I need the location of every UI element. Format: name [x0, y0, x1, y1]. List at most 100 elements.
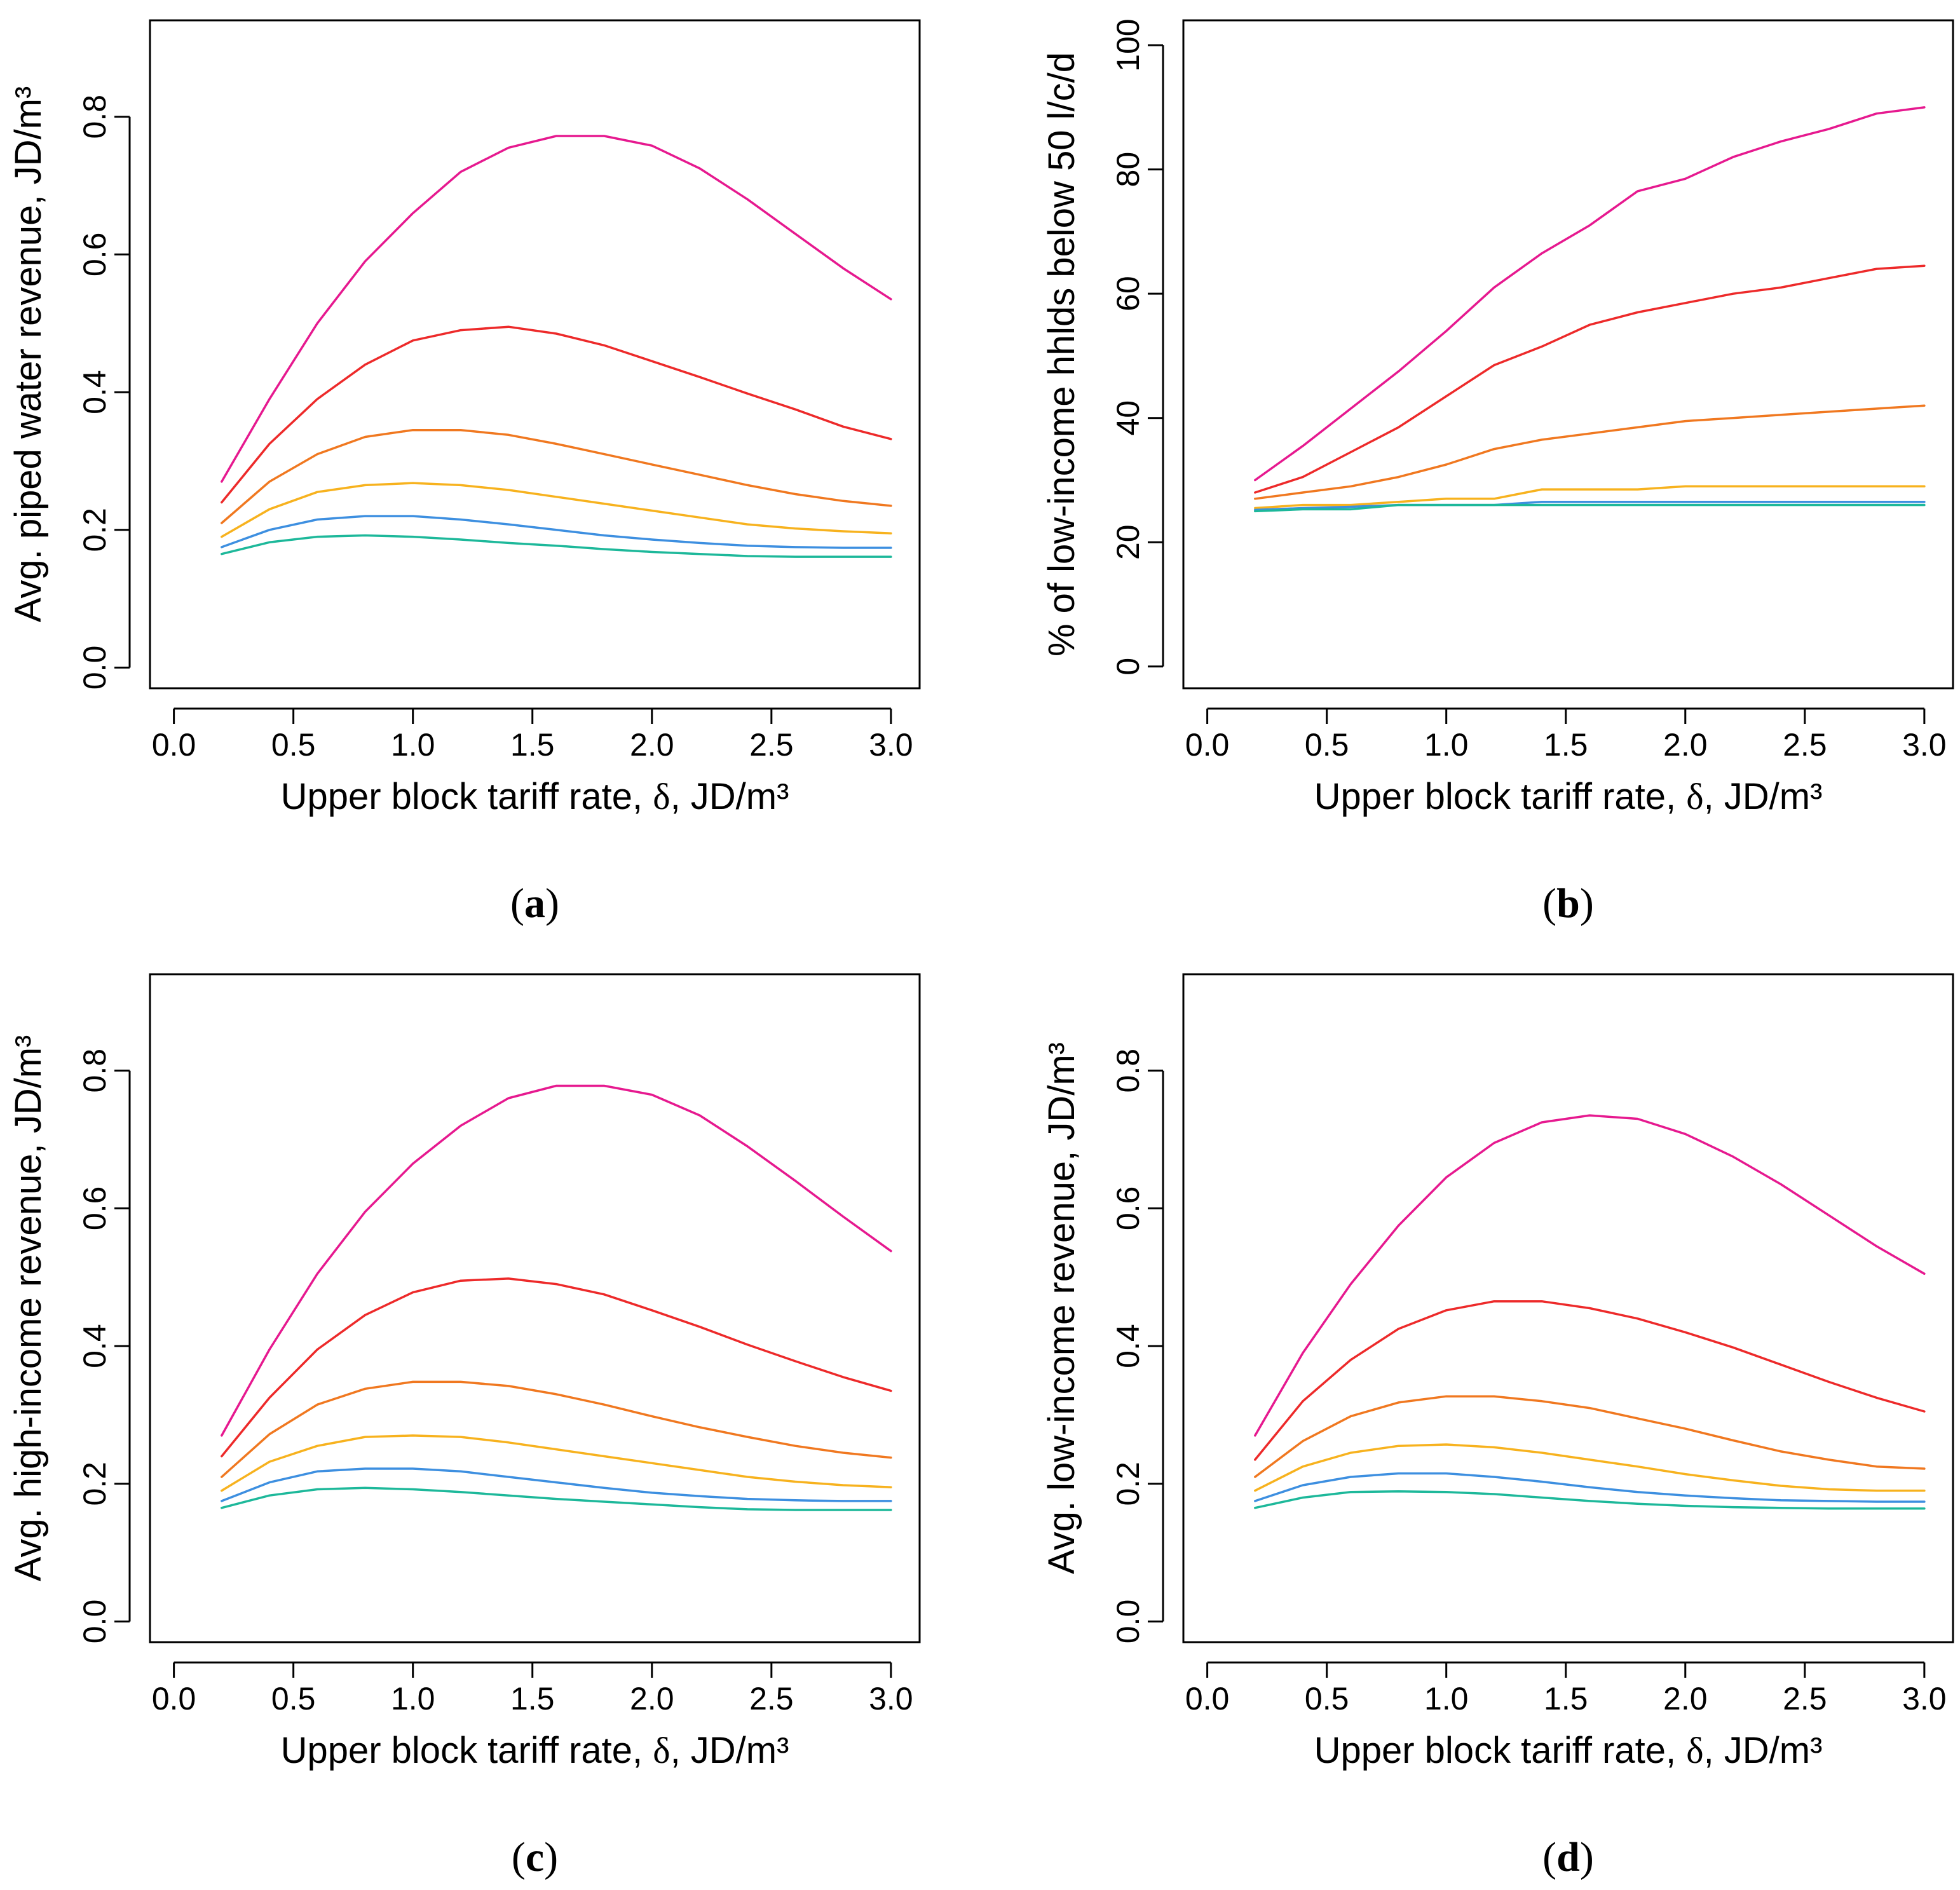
x-tick-label: 1.5 — [510, 1681, 555, 1717]
caption-open-paren: ( — [510, 880, 524, 927]
x-axis-label-prefix: Upper block tariff rate, — [281, 1730, 653, 1771]
series-line-1 — [221, 1084, 892, 1437]
y-axis-label: % of low-income hhlds below 50 l/c/d — [1041, 52, 1082, 656]
x-axis-label-suffix: , JD/m³ — [670, 1730, 789, 1771]
x-tick-label: 2.0 — [630, 727, 674, 763]
series-line-2 — [1254, 1300, 1926, 1461]
y-axis-label: Avg. low-income revenue, JD/m³ — [1041, 1042, 1082, 1574]
panel-caption: (b) — [1542, 880, 1594, 927]
y-axis-label: Avg. high-income revenue, JD/m³ — [8, 1035, 49, 1582]
x-axis-label-prefix: Upper block tariff rate, — [1314, 1730, 1687, 1771]
y-tick-label: 0 — [1110, 658, 1146, 676]
y-tick-label: 0.0 — [77, 646, 112, 690]
panel-b: 0.0 0.5 1.0 1.5 2.0 2.5 3.0 0 20 40 60 80 100 Upper b… — [1041, 18, 1954, 927]
x-axis-label-prefix: Upper block tariff rate, — [1314, 776, 1687, 817]
series-line-5 — [221, 1467, 892, 1502]
x-tick-label: 0.0 — [152, 727, 196, 763]
series-line-6 — [221, 534, 892, 558]
y-tick-label: 0.2 — [77, 1462, 112, 1506]
y-axis-label: Avg. piped water revenue, JD/m³ — [8, 86, 49, 623]
y-tick-label: 0.0 — [77, 1600, 112, 1644]
series-line-2 — [1254, 264, 1926, 494]
x-tick-label: 2.0 — [1663, 727, 1708, 763]
panel-caption: (a) — [510, 880, 559, 927]
x-axis-label-symbol: δ — [653, 776, 670, 817]
x-axis-label-suffix: , JD/m³ — [1704, 1730, 1823, 1771]
y-tick-label: 80 — [1110, 152, 1146, 187]
panel-caption: (c) — [512, 1834, 558, 1880]
y-tick-label: 0.6 — [77, 233, 112, 277]
series-line-3 — [221, 428, 892, 524]
series-line-2 — [221, 1277, 892, 1458]
x-tick-label: 2.5 — [749, 727, 794, 763]
plot-frame — [149, 19, 921, 690]
y-tick-label: 0.8 — [1110, 1049, 1146, 1093]
plot-frame — [1182, 973, 1954, 1643]
x-tick-label: 1.0 — [391, 1681, 435, 1717]
x-axis-label: Upper block tariff rate, δ, JD/m³ — [281, 776, 789, 817]
series-line-6 — [1254, 503, 1926, 513]
caption-letter: d — [1556, 1834, 1580, 1880]
y-tick-label: 40 — [1110, 400, 1146, 436]
caption-letter: c — [526, 1834, 544, 1880]
y-tick-label: 0.0 — [1110, 1600, 1146, 1644]
x-tick-label: 0.5 — [1305, 727, 1349, 763]
caption-open-paren: ( — [1542, 1834, 1556, 1880]
series-line-3 — [221, 1380, 892, 1478]
x-axis-label: Upper block tariff rate, δ, JD/m³ — [1314, 776, 1823, 817]
x-axis-label: Upper block tariff rate, δ, JD/m³ — [1314, 1730, 1823, 1771]
chart-panels: 0.0 0.5 1.0 1.5 2.0 2.5 3.0 0.0 0.2 0.4 0.6 0.8 Uppe… — [8, 18, 1954, 1880]
series-line-5 — [221, 515, 892, 549]
x-tick-label: 2.0 — [1663, 1681, 1708, 1717]
x-tick-label: 3.0 — [1902, 1681, 1947, 1717]
x-tick-label: 3.0 — [1902, 727, 1947, 763]
series-line-2 — [221, 325, 892, 504]
caption-close-paren: ) — [545, 880, 559, 927]
series-line-4 — [1254, 1443, 1926, 1492]
x-tick-label: 2.0 — [630, 1681, 674, 1717]
y-tick-label: 0.2 — [77, 508, 112, 552]
series-line-3 — [1254, 404, 1926, 500]
x-axis-label-symbol: δ — [1686, 1730, 1703, 1771]
caption-letter: a — [524, 880, 545, 927]
y-tick-label: 0.2 — [1110, 1462, 1146, 1506]
series-line-1 — [1254, 106, 1926, 482]
series-line-4 — [221, 482, 892, 538]
x-tick-label: 0.0 — [152, 1681, 196, 1717]
y-tick-label: 0.4 — [1110, 1324, 1146, 1368]
caption-open-paren: ( — [512, 1834, 526, 1880]
y-tick-label: 0.4 — [77, 1324, 112, 1368]
x-tick-label: 1.0 — [1424, 727, 1469, 763]
x-tick-label: 0.5 — [1305, 1681, 1349, 1717]
series-line-5 — [1254, 500, 1926, 512]
y-tick-label: 0.8 — [77, 1049, 112, 1093]
panel-caption: (d) — [1542, 1834, 1594, 1880]
caption-letter: b — [1556, 880, 1580, 927]
panel-a: 0.0 0.5 1.0 1.5 2.0 2.5 3.0 0.0 0.2 0.4 0.6 0.8 Uppe… — [8, 19, 921, 927]
series-line-1 — [221, 135, 892, 483]
y-tick-label: 20 — [1110, 524, 1146, 560]
x-tick-label: 2.5 — [1783, 1681, 1827, 1717]
y-tick-label: 0.6 — [1110, 1186, 1146, 1231]
series-line-5 — [1254, 1472, 1926, 1503]
series-line-4 — [221, 1434, 892, 1492]
x-tick-label: 0.0 — [1185, 1681, 1230, 1717]
x-tick-label: 0.5 — [271, 1681, 316, 1717]
y-tick-label: 0.6 — [77, 1186, 112, 1231]
x-axis-label-symbol: δ — [653, 1730, 670, 1771]
plot-frame — [149, 973, 921, 1643]
x-axis-label-prefix: Upper block tariff rate, — [281, 776, 653, 817]
series-line-1 — [1254, 1114, 1926, 1437]
x-tick-label: 1.5 — [510, 727, 555, 763]
caption-close-paren: ) — [544, 1834, 558, 1880]
y-tick-label: 60 — [1110, 276, 1146, 311]
series-line-6 — [1254, 1490, 1926, 1510]
series-line-3 — [1254, 1395, 1926, 1478]
y-tick-label: 0.4 — [77, 370, 112, 414]
x-axis-label-suffix: , JD/m³ — [670, 776, 789, 817]
x-axis-label-symbol: δ — [1686, 776, 1703, 817]
panel-c: 0.0 0.5 1.0 1.5 2.0 2.5 3.0 0.0 0.2 0.4 0.6 0.8 Uppe… — [8, 973, 921, 1880]
caption-close-paren: ) — [1580, 880, 1594, 927]
